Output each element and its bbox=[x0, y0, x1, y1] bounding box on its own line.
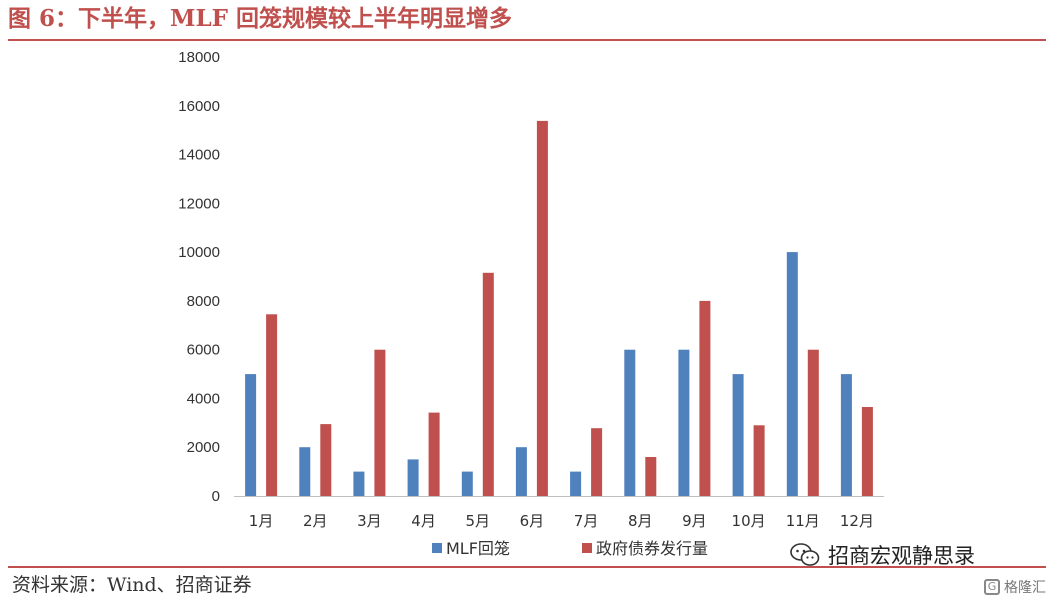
badge-text: 格隆汇 bbox=[1004, 580, 1046, 596]
x-tick-label: 6月 bbox=[520, 512, 545, 530]
y-tick-label: 2000 bbox=[187, 439, 220, 456]
legend-label-1: MLF回笼 bbox=[446, 539, 510, 558]
bar-mlf-7 bbox=[570, 471, 582, 496]
bar-gov-bond-12 bbox=[861, 407, 873, 496]
bar-mlf-8 bbox=[624, 349, 636, 496]
x-tick-label: 1月 bbox=[249, 512, 274, 530]
corner-badge: G 格隆汇 bbox=[984, 576, 1046, 598]
chart-title: 图 6：下半年，MLF 回笼规模较上半年明显增多 bbox=[8, 5, 512, 32]
y-axis: 0 2000 4000 6000 8000 10000 12000 14000 16000 180… bbox=[178, 49, 220, 505]
bar-gov-bond-2 bbox=[320, 424, 332, 496]
x-tick-label: 2月 bbox=[303, 512, 328, 530]
x-tick-label: 5月 bbox=[465, 512, 490, 530]
wechat-icon bbox=[790, 543, 820, 566]
source-note: 资料来源：Wind、招商证券 bbox=[12, 574, 252, 596]
bar-gov-bond-4 bbox=[428, 412, 440, 496]
x-tick-label: 10月 bbox=[732, 512, 766, 530]
logo-icon: G bbox=[984, 579, 1000, 595]
y-tick-label: 6000 bbox=[187, 342, 220, 359]
bar-mlf-5 bbox=[461, 471, 473, 496]
bar-gov-bond-7 bbox=[591, 428, 603, 496]
bar-mlf-10 bbox=[732, 374, 744, 496]
y-tick-label: 18000 bbox=[178, 49, 220, 66]
y-tick-label: 14000 bbox=[178, 147, 220, 164]
bars bbox=[245, 120, 873, 497]
bar-gov-bond-8 bbox=[645, 457, 657, 496]
bar-gov-bond-5 bbox=[482, 272, 494, 496]
title-divider bbox=[8, 39, 1046, 41]
legend-label-2: 政府债券发行量 bbox=[596, 539, 708, 558]
x-tick-label: 4月 bbox=[411, 512, 436, 530]
x-tick-label: 9月 bbox=[682, 512, 707, 530]
x-tick-label: 7月 bbox=[574, 512, 599, 530]
bar-mlf-1 bbox=[245, 374, 257, 496]
bar-mlf-4 bbox=[407, 459, 419, 496]
x-tick-label: 12月 bbox=[840, 512, 874, 530]
watermark-text: 招商宏观静思录 bbox=[828, 544, 975, 568]
bar-mlf-12 bbox=[840, 374, 852, 496]
bar-gov-bond-3 bbox=[374, 349, 386, 496]
y-tick-label: 10000 bbox=[178, 244, 220, 261]
bar-gov-bond-10 bbox=[753, 425, 765, 496]
legend: MLF回笼 政府债券发行量 bbox=[432, 539, 708, 558]
bar-mlf-3 bbox=[353, 471, 365, 496]
bar-chart: 0 2000 4000 6000 8000 10000 12000 14000 16000 180… bbox=[178, 49, 884, 558]
bar-gov-bond-9 bbox=[699, 300, 711, 496]
bar-mlf-9 bbox=[678, 349, 690, 496]
legend-swatch-2 bbox=[582, 543, 592, 553]
legend-swatch-1 bbox=[432, 543, 442, 553]
bar-mlf-11 bbox=[786, 252, 798, 496]
x-axis: 1月 2月 3月 4月 5月 6月 7月 8月 9月 10月 11月 12月 bbox=[249, 512, 874, 530]
bar-mlf-6 bbox=[515, 447, 527, 496]
y-tick-label: 8000 bbox=[187, 293, 220, 310]
bar-mlf-2 bbox=[299, 447, 311, 496]
x-tick-label: 8月 bbox=[628, 512, 653, 530]
y-tick-label: 0 bbox=[212, 488, 220, 505]
x-tick-label: 11月 bbox=[786, 512, 820, 530]
y-tick-label: 16000 bbox=[178, 98, 220, 115]
y-tick-label: 12000 bbox=[178, 195, 220, 212]
bar-gov-bond-11 bbox=[807, 349, 819, 496]
bar-gov-bond-1 bbox=[266, 314, 278, 496]
watermark: 招商宏观静思录 bbox=[790, 538, 975, 572]
x-tick-label: 3月 bbox=[357, 512, 382, 530]
bar-gov-bond-6 bbox=[536, 120, 548, 497]
y-tick-label: 4000 bbox=[187, 390, 220, 407]
footer-divider bbox=[8, 566, 1046, 568]
